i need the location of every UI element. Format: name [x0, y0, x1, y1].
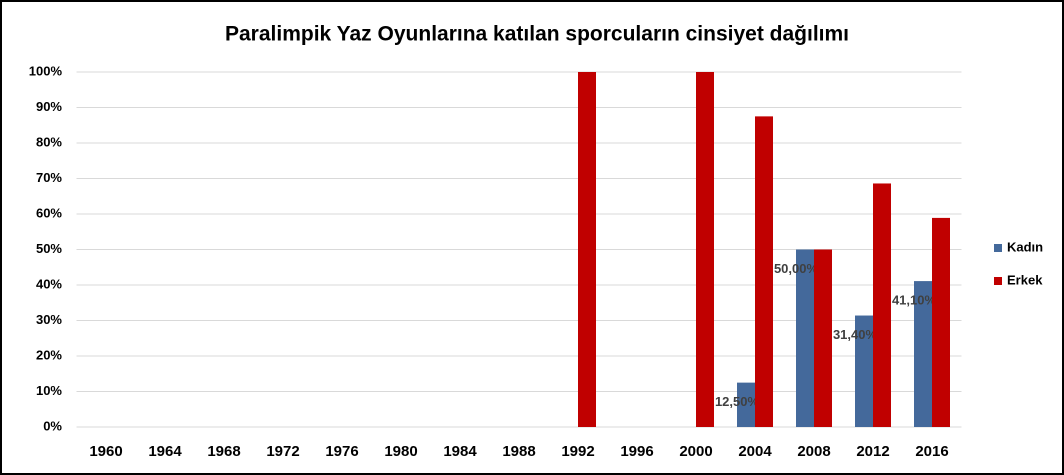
- y-tick-label: 40%: [36, 276, 62, 291]
- bar: [737, 382, 755, 427]
- x-tick-label: 1996: [620, 443, 653, 460]
- data-label: 41,10%: [892, 293, 937, 308]
- x-tick-label: 1960: [89, 443, 122, 460]
- bar: [914, 281, 932, 427]
- bar: [932, 217, 950, 427]
- x-tick-label: 1976: [325, 443, 358, 460]
- bar: [696, 72, 714, 427]
- y-tick-label: 100%: [29, 63, 63, 78]
- data-label: 12,50%: [715, 394, 760, 409]
- x-tick-label: 1972: [266, 443, 299, 460]
- x-tick-label: 2012: [856, 443, 889, 460]
- y-tick-label: 70%: [36, 170, 62, 185]
- x-tick-label: 1992: [561, 443, 594, 460]
- y-tick-label: 90%: [36, 99, 62, 114]
- legend-label: Kadın: [1007, 239, 1043, 254]
- legend-label: Erkek: [1007, 272, 1043, 287]
- x-tick-label: 1984: [443, 443, 477, 460]
- x-tick-label: 2008: [797, 443, 830, 460]
- x-tick-label: 1968: [207, 443, 240, 460]
- x-tick-label: 1964: [148, 443, 182, 460]
- x-tick-label: 2000: [679, 443, 712, 460]
- bar: [855, 315, 873, 427]
- y-tick-label: 50%: [36, 241, 62, 256]
- bar: [796, 249, 814, 427]
- y-tick-label: 20%: [36, 347, 62, 362]
- data-label: 31,40%: [833, 327, 878, 342]
- legend-swatch: [994, 244, 1002, 252]
- x-tick-label: 1980: [384, 443, 417, 460]
- legend-swatch: [994, 277, 1002, 285]
- y-tick-label: 60%: [36, 205, 62, 220]
- bar: [578, 72, 596, 427]
- bar: [814, 249, 832, 427]
- chart-title: Paralimpik Yaz Oyunlarına katılan sporcu…: [225, 23, 849, 46]
- data-label: 50,00%: [774, 261, 819, 276]
- x-tick-label: 1988: [502, 443, 535, 460]
- bar: [873, 183, 891, 427]
- y-tick-label: 0%: [43, 418, 62, 433]
- y-tick-label: 30%: [36, 312, 62, 327]
- y-tick-label: 10%: [36, 383, 62, 398]
- x-tick-label: 2016: [915, 443, 948, 460]
- x-tick-label: 2004: [738, 443, 772, 460]
- y-tick-label: 80%: [36, 134, 62, 149]
- bar: [755, 116, 773, 427]
